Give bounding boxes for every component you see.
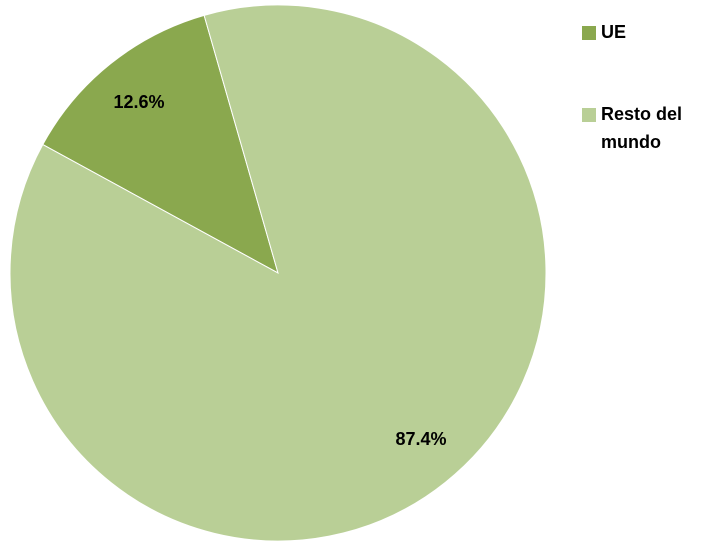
pie-slice-labels: 12.6% 87.4%: [113, 92, 446, 449]
legend-swatch: [582, 108, 596, 122]
pie-label-ue: 12.6%: [113, 92, 164, 112]
legend-swatch: [582, 26, 596, 40]
legend-label: Resto del: [601, 104, 682, 124]
legend: UE Resto del mundo: [582, 22, 682, 152]
legend-item-ue: UE: [582, 22, 626, 42]
legend-label: mundo: [601, 132, 661, 152]
legend-item-resto-del-mundo: Resto del mundo: [582, 104, 682, 152]
pie-slice-ue: [42, 14, 279, 275]
pie-label-resto-del-mundo: 87.4%: [395, 429, 446, 449]
pie-slices: [9, 4, 547, 542]
pie-slice-resto-del-mundo: [9, 4, 547, 542]
legend-label: UE: [601, 22, 626, 42]
